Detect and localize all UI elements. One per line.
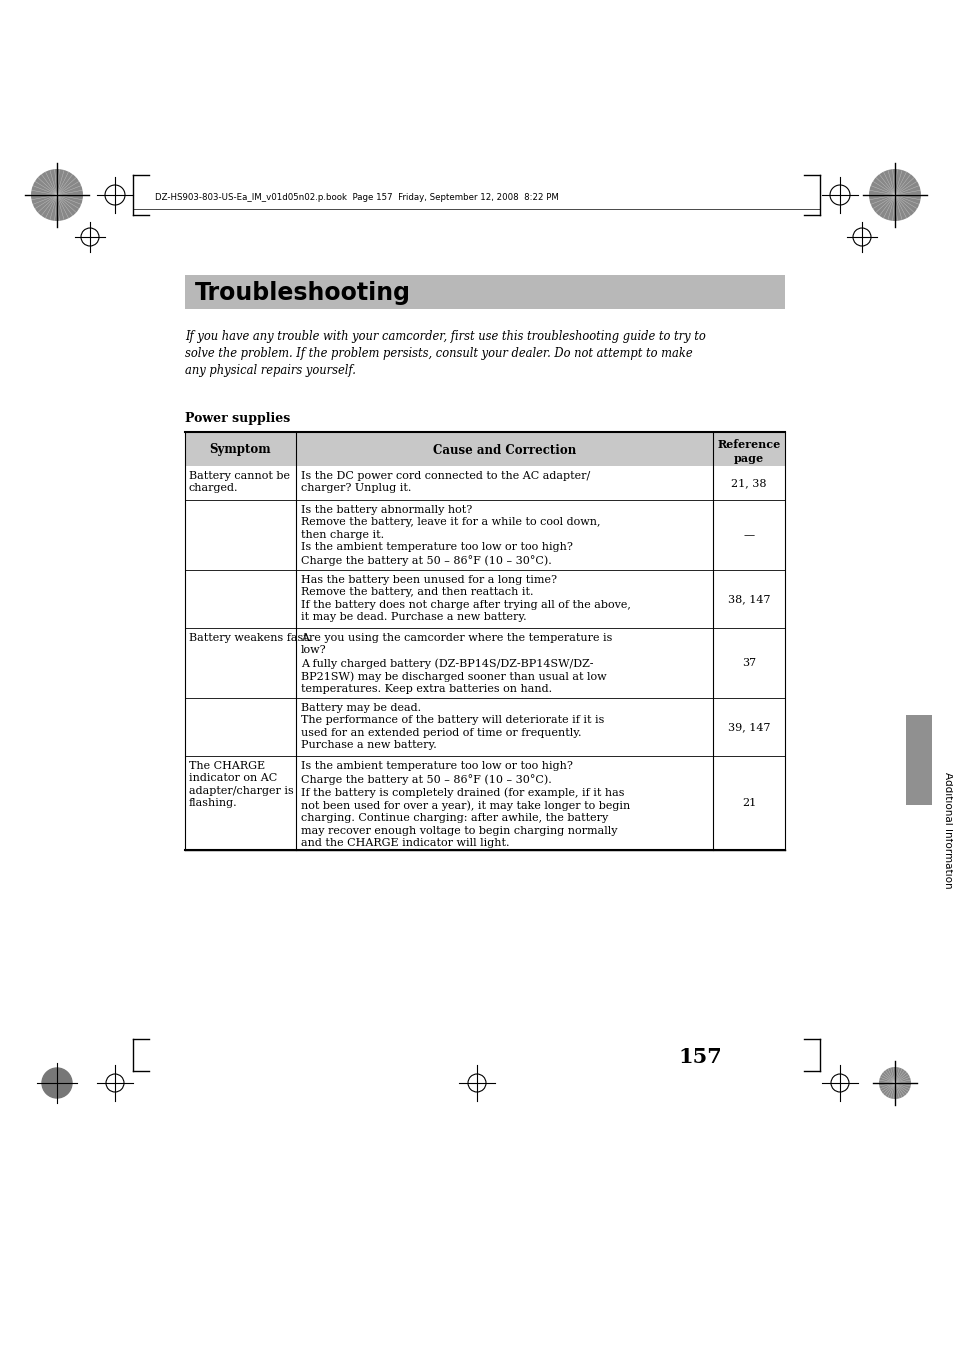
Text: Troubleshooting: Troubleshooting bbox=[194, 281, 411, 305]
Text: If you have any trouble with your camcorder, first use this troubleshooting guid: If you have any trouble with your camcor… bbox=[185, 329, 705, 377]
Text: Battery may be dead.
The performance of the battery will deteriorate if it is
us: Battery may be dead. The performance of … bbox=[301, 703, 604, 751]
Text: 38, 147: 38, 147 bbox=[727, 594, 769, 603]
Text: Battery weakens fast.: Battery weakens fast. bbox=[189, 633, 311, 643]
Text: DZ-HS903-803-US-Ea_IM_v01d05n02.p.book  Page 157  Friday, September 12, 2008  8:: DZ-HS903-803-US-Ea_IM_v01d05n02.p.book P… bbox=[154, 193, 558, 202]
Text: Power supplies: Power supplies bbox=[185, 412, 290, 425]
Text: —: — bbox=[742, 531, 754, 540]
Text: Is the DC power cord connected to the AC adapter/
charger? Unplug it.: Is the DC power cord connected to the AC… bbox=[301, 471, 590, 493]
Bar bbox=[185, 275, 784, 309]
Text: 21: 21 bbox=[741, 798, 756, 809]
Text: 157: 157 bbox=[678, 1048, 721, 1067]
Text: Additional Information: Additional Information bbox=[942, 772, 952, 888]
Text: Is the ambient temperature too low or too high?
Charge the battery at 50 – 86°F : Is the ambient temperature too low or to… bbox=[301, 761, 630, 848]
Text: The CHARGE
indicator on AC
adapter/charger is
flashing.: The CHARGE indicator on AC adapter/charg… bbox=[189, 761, 294, 809]
Text: Is the battery abnormally hot?
Remove the battery, leave it for a while to cool : Is the battery abnormally hot? Remove th… bbox=[301, 505, 599, 566]
Circle shape bbox=[30, 169, 83, 221]
Circle shape bbox=[42, 1068, 71, 1098]
Text: Cause and Correction: Cause and Correction bbox=[433, 444, 576, 456]
Text: page: page bbox=[733, 452, 763, 463]
Bar bbox=[185, 432, 784, 466]
Circle shape bbox=[868, 169, 920, 221]
Text: 37: 37 bbox=[741, 657, 756, 668]
Text: 39, 147: 39, 147 bbox=[727, 722, 769, 732]
Text: Reference: Reference bbox=[717, 440, 780, 451]
Circle shape bbox=[878, 1066, 910, 1099]
Text: Has the battery been unused for a long time?
Remove the battery, and then reatta: Has the battery been unused for a long t… bbox=[301, 575, 630, 622]
Bar bbox=[905, 716, 931, 805]
Text: Are you using the camcorder where the temperature is
low?
A fully charged batter: Are you using the camcorder where the te… bbox=[301, 633, 612, 694]
Text: Battery cannot be
charged.: Battery cannot be charged. bbox=[189, 471, 290, 493]
Text: Symptom: Symptom bbox=[210, 444, 271, 456]
Text: 21, 38: 21, 38 bbox=[731, 478, 766, 487]
